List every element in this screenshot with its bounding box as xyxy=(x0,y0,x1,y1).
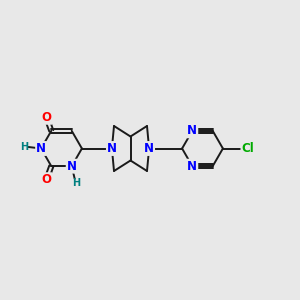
Text: H: H xyxy=(20,142,28,152)
Text: H: H xyxy=(72,178,80,188)
Text: O: O xyxy=(41,111,51,124)
Text: N: N xyxy=(144,142,154,155)
Text: N: N xyxy=(36,142,46,155)
Text: N: N xyxy=(67,160,77,173)
Text: O: O xyxy=(41,173,51,186)
Text: N: N xyxy=(187,124,197,137)
Text: Cl: Cl xyxy=(242,142,254,155)
Text: N: N xyxy=(107,142,117,155)
Text: N: N xyxy=(187,160,197,173)
